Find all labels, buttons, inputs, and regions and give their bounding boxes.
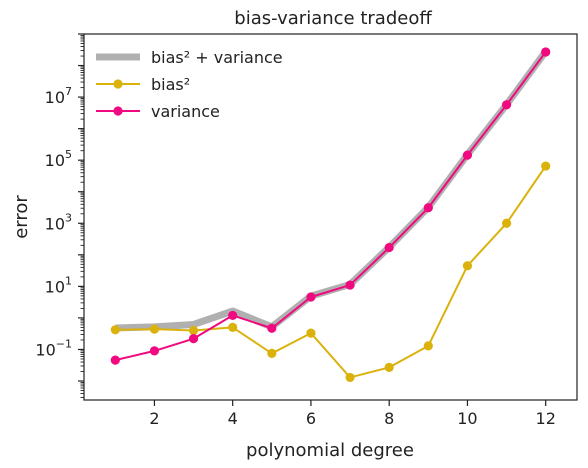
legend: bias² + variance bias² variance bbox=[96, 48, 283, 121]
data-point bbox=[149, 346, 160, 356]
data-point bbox=[384, 242, 394, 253]
y-tick-label: 105 bbox=[45, 148, 72, 170]
data-point bbox=[384, 362, 394, 372]
x-tick-label: 6 bbox=[306, 409, 316, 428]
x-tick-label: 4 bbox=[228, 409, 238, 428]
legend-label: bias² bbox=[151, 75, 190, 94]
legend-label: bias² + variance bbox=[151, 48, 283, 67]
data-point bbox=[541, 47, 551, 57]
x-tick-label: 10 bbox=[457, 409, 477, 428]
data-point bbox=[228, 310, 238, 321]
x-tick-label: 2 bbox=[149, 409, 159, 428]
y-tick-label: 103 bbox=[45, 211, 72, 233]
chart-title: bias-variance tradeoff bbox=[234, 8, 432, 29]
data-point bbox=[501, 100, 512, 110]
series-line-1 bbox=[115, 165, 547, 379]
data-point bbox=[306, 292, 316, 302]
data-point bbox=[462, 150, 473, 160]
data-point bbox=[462, 261, 473, 271]
data-point bbox=[188, 325, 199, 336]
data-point bbox=[501, 218, 512, 228]
data-point bbox=[306, 328, 316, 338]
data-point bbox=[345, 372, 355, 383]
y-tick-label: 10−1 bbox=[35, 337, 72, 359]
y-tick-label: 107 bbox=[45, 85, 72, 107]
data-point bbox=[149, 324, 160, 334]
legend-marker bbox=[113, 106, 123, 116]
data-point bbox=[110, 325, 120, 335]
data-point bbox=[267, 348, 277, 359]
x-tick-label: 8 bbox=[384, 409, 394, 428]
y-tick-label: 101 bbox=[45, 274, 72, 296]
data-point bbox=[345, 280, 355, 290]
data-point bbox=[267, 323, 277, 333]
data-point bbox=[423, 341, 433, 351]
data-point bbox=[110, 355, 120, 365]
data-point bbox=[423, 203, 433, 213]
y-axis-label: error bbox=[11, 195, 32, 239]
x-tick-label: 12 bbox=[536, 409, 556, 428]
x-axis: 2 4 6 8 10 12 bbox=[149, 400, 556, 428]
data-point bbox=[188, 334, 199, 344]
series-layer bbox=[110, 47, 551, 383]
legend-marker bbox=[113, 79, 123, 89]
y-axis: 10−1 101 103 105 107 bbox=[35, 33, 84, 398]
x-axis-label: polynomial degree bbox=[246, 440, 414, 461]
plot-area bbox=[83, 33, 578, 401]
legend-label: variance bbox=[151, 102, 220, 121]
series-line-2 bbox=[115, 51, 547, 362]
data-point bbox=[541, 161, 551, 171]
data-point bbox=[228, 322, 238, 333]
